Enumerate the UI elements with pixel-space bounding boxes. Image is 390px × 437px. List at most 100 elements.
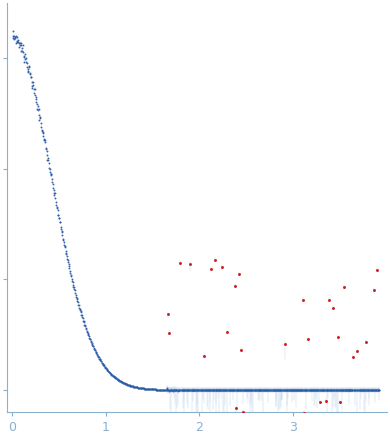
Point — [311, 387, 317, 394]
Point — [330, 387, 337, 394]
Point — [92, 347, 98, 354]
Point — [287, 387, 293, 394]
Point — [283, 387, 289, 394]
Point — [15, 36, 21, 43]
Point — [65, 259, 71, 266]
Point — [126, 382, 132, 388]
Point — [255, 387, 262, 394]
Point — [197, 432, 203, 437]
Point — [149, 386, 156, 393]
Point — [319, 387, 326, 394]
Point — [228, 387, 234, 394]
Point — [290, 387, 296, 394]
Point — [375, 387, 381, 394]
Point — [217, 387, 223, 394]
Point — [169, 386, 175, 393]
Point — [35, 103, 41, 110]
Point — [321, 387, 327, 394]
Point — [258, 387, 264, 394]
Point — [277, 387, 283, 394]
Point — [100, 361, 106, 368]
Point — [115, 377, 122, 384]
Point — [165, 386, 171, 393]
Point — [190, 387, 197, 394]
Point — [328, 387, 335, 394]
Point — [210, 387, 216, 394]
Point — [168, 386, 174, 393]
Point — [327, 387, 333, 394]
Point — [85, 330, 91, 337]
Point — [16, 40, 22, 47]
Point — [222, 387, 228, 394]
Point — [117, 378, 123, 385]
Point — [267, 387, 273, 394]
Point — [156, 386, 163, 393]
Point — [209, 387, 216, 394]
Point — [115, 376, 121, 383]
Point — [28, 73, 34, 80]
Point — [362, 387, 368, 394]
Point — [277, 387, 283, 394]
Point — [11, 32, 17, 39]
Point — [217, 387, 223, 394]
Point — [344, 387, 350, 394]
Point — [179, 386, 185, 393]
Point — [233, 387, 239, 394]
Point — [207, 387, 213, 394]
Point — [363, 387, 370, 394]
Point — [229, 387, 236, 394]
Point — [106, 369, 113, 376]
Point — [146, 385, 152, 392]
Point — [282, 387, 289, 394]
Point — [145, 385, 151, 392]
Point — [107, 369, 113, 376]
Point — [356, 387, 362, 394]
Point — [55, 211, 62, 218]
Point — [266, 387, 272, 394]
Point — [130, 383, 136, 390]
Point — [10, 34, 16, 41]
Point — [346, 387, 353, 394]
Point — [77, 306, 83, 313]
Point — [370, 387, 376, 394]
Point — [343, 387, 349, 394]
Point — [329, 387, 335, 394]
Point — [275, 387, 281, 394]
Point — [113, 375, 119, 382]
Point — [277, 387, 284, 394]
Point — [140, 385, 147, 392]
Point — [278, 387, 284, 394]
Point — [174, 386, 180, 393]
Point — [25, 68, 32, 75]
Point — [238, 387, 244, 394]
Point — [275, 387, 281, 394]
Point — [83, 327, 90, 334]
Point — [312, 387, 318, 394]
Point — [72, 287, 78, 294]
Point — [29, 83, 35, 90]
Point — [125, 381, 131, 388]
Point — [117, 378, 124, 385]
Point — [376, 387, 383, 394]
Point — [300, 387, 307, 394]
Point — [18, 48, 24, 55]
Point — [292, 387, 299, 394]
Point — [339, 387, 345, 394]
Point — [267, 387, 273, 394]
Point — [203, 387, 209, 394]
Point — [313, 387, 319, 394]
Point — [319, 387, 325, 394]
Point — [100, 361, 106, 368]
Point — [212, 257, 218, 264]
Point — [197, 387, 203, 394]
Point — [308, 387, 314, 394]
Point — [167, 387, 174, 394]
Point — [39, 128, 45, 135]
Point — [362, 387, 369, 394]
Point — [239, 387, 245, 394]
Point — [280, 387, 286, 394]
Point — [248, 387, 254, 394]
Point — [136, 384, 142, 391]
Point — [285, 387, 291, 394]
Point — [335, 387, 341, 394]
